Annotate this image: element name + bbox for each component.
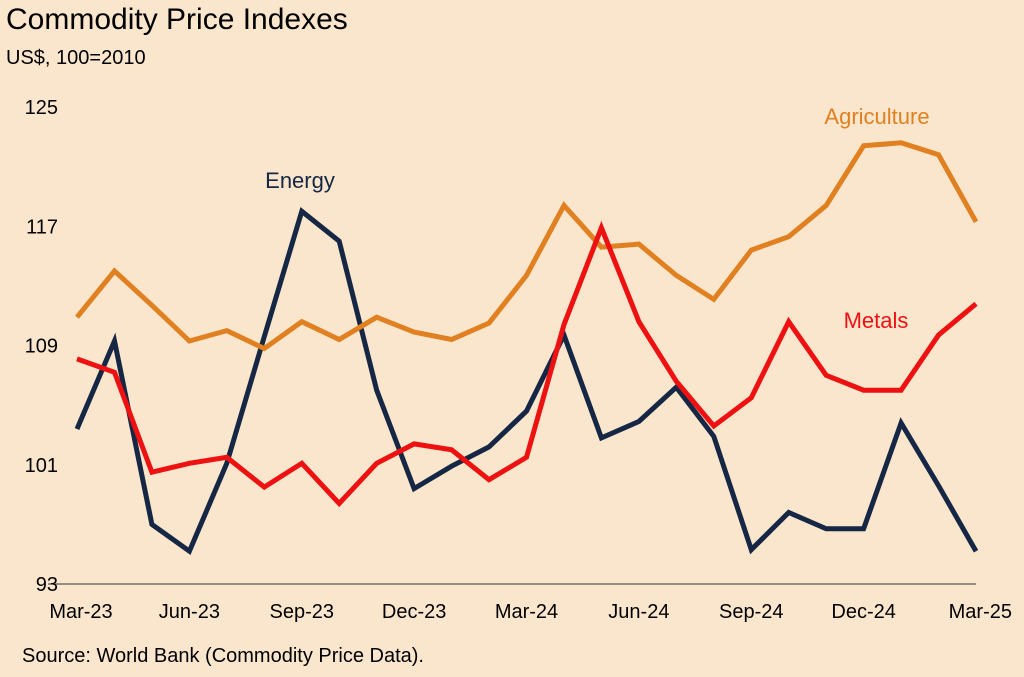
x-axis-tick-labels: Mar-23 Jun-23 Sep-23 Dec-23 Mar-24 Jun-24 Sep-… [49, 601, 1012, 623]
x-tick-label: Jun-23 [159, 601, 220, 623]
series-label-agriculture: Agriculture [824, 104, 929, 129]
series-labels: Energy Agriculture Metals [265, 104, 929, 333]
y-tick-label: 125 [25, 97, 58, 119]
x-tick-label: Sep-24 [719, 601, 784, 623]
series-line-metals [76, 220, 978, 508]
series-line-energy [74, 207, 979, 556]
y-axis-tick-labels: 125 117 109 101 93 [25, 97, 58, 596]
y-tick-label: 117 [26, 216, 58, 238]
series-lines [74, 140, 979, 556]
x-tick-label: Mar-25 [949, 601, 1012, 623]
x-tick-label: Mar-23 [49, 601, 112, 623]
x-tick-label: Dec-24 [831, 601, 895, 623]
series-label-energy: Energy [265, 168, 335, 193]
y-tick-label: 109 [25, 336, 58, 358]
series-line-agriculture [75, 140, 979, 352]
x-tick-label: Sep-23 [270, 601, 335, 623]
chart-title: Commodity Price Indexes [6, 3, 348, 36]
y-tick-label: 93 [36, 574, 58, 596]
source-note: Source: World Bank (Commodity Price Data… [22, 645, 424, 667]
x-tick-label: Dec-23 [382, 601, 446, 623]
series-label-metals: Metals [844, 308, 909, 333]
y-tick-label: 101 [25, 455, 58, 477]
chart-subtitle: US$, 100=2010 [6, 47, 146, 69]
x-tick-label: Jun-24 [608, 601, 669, 623]
x-tick-label: Mar-24 [495, 601, 558, 623]
